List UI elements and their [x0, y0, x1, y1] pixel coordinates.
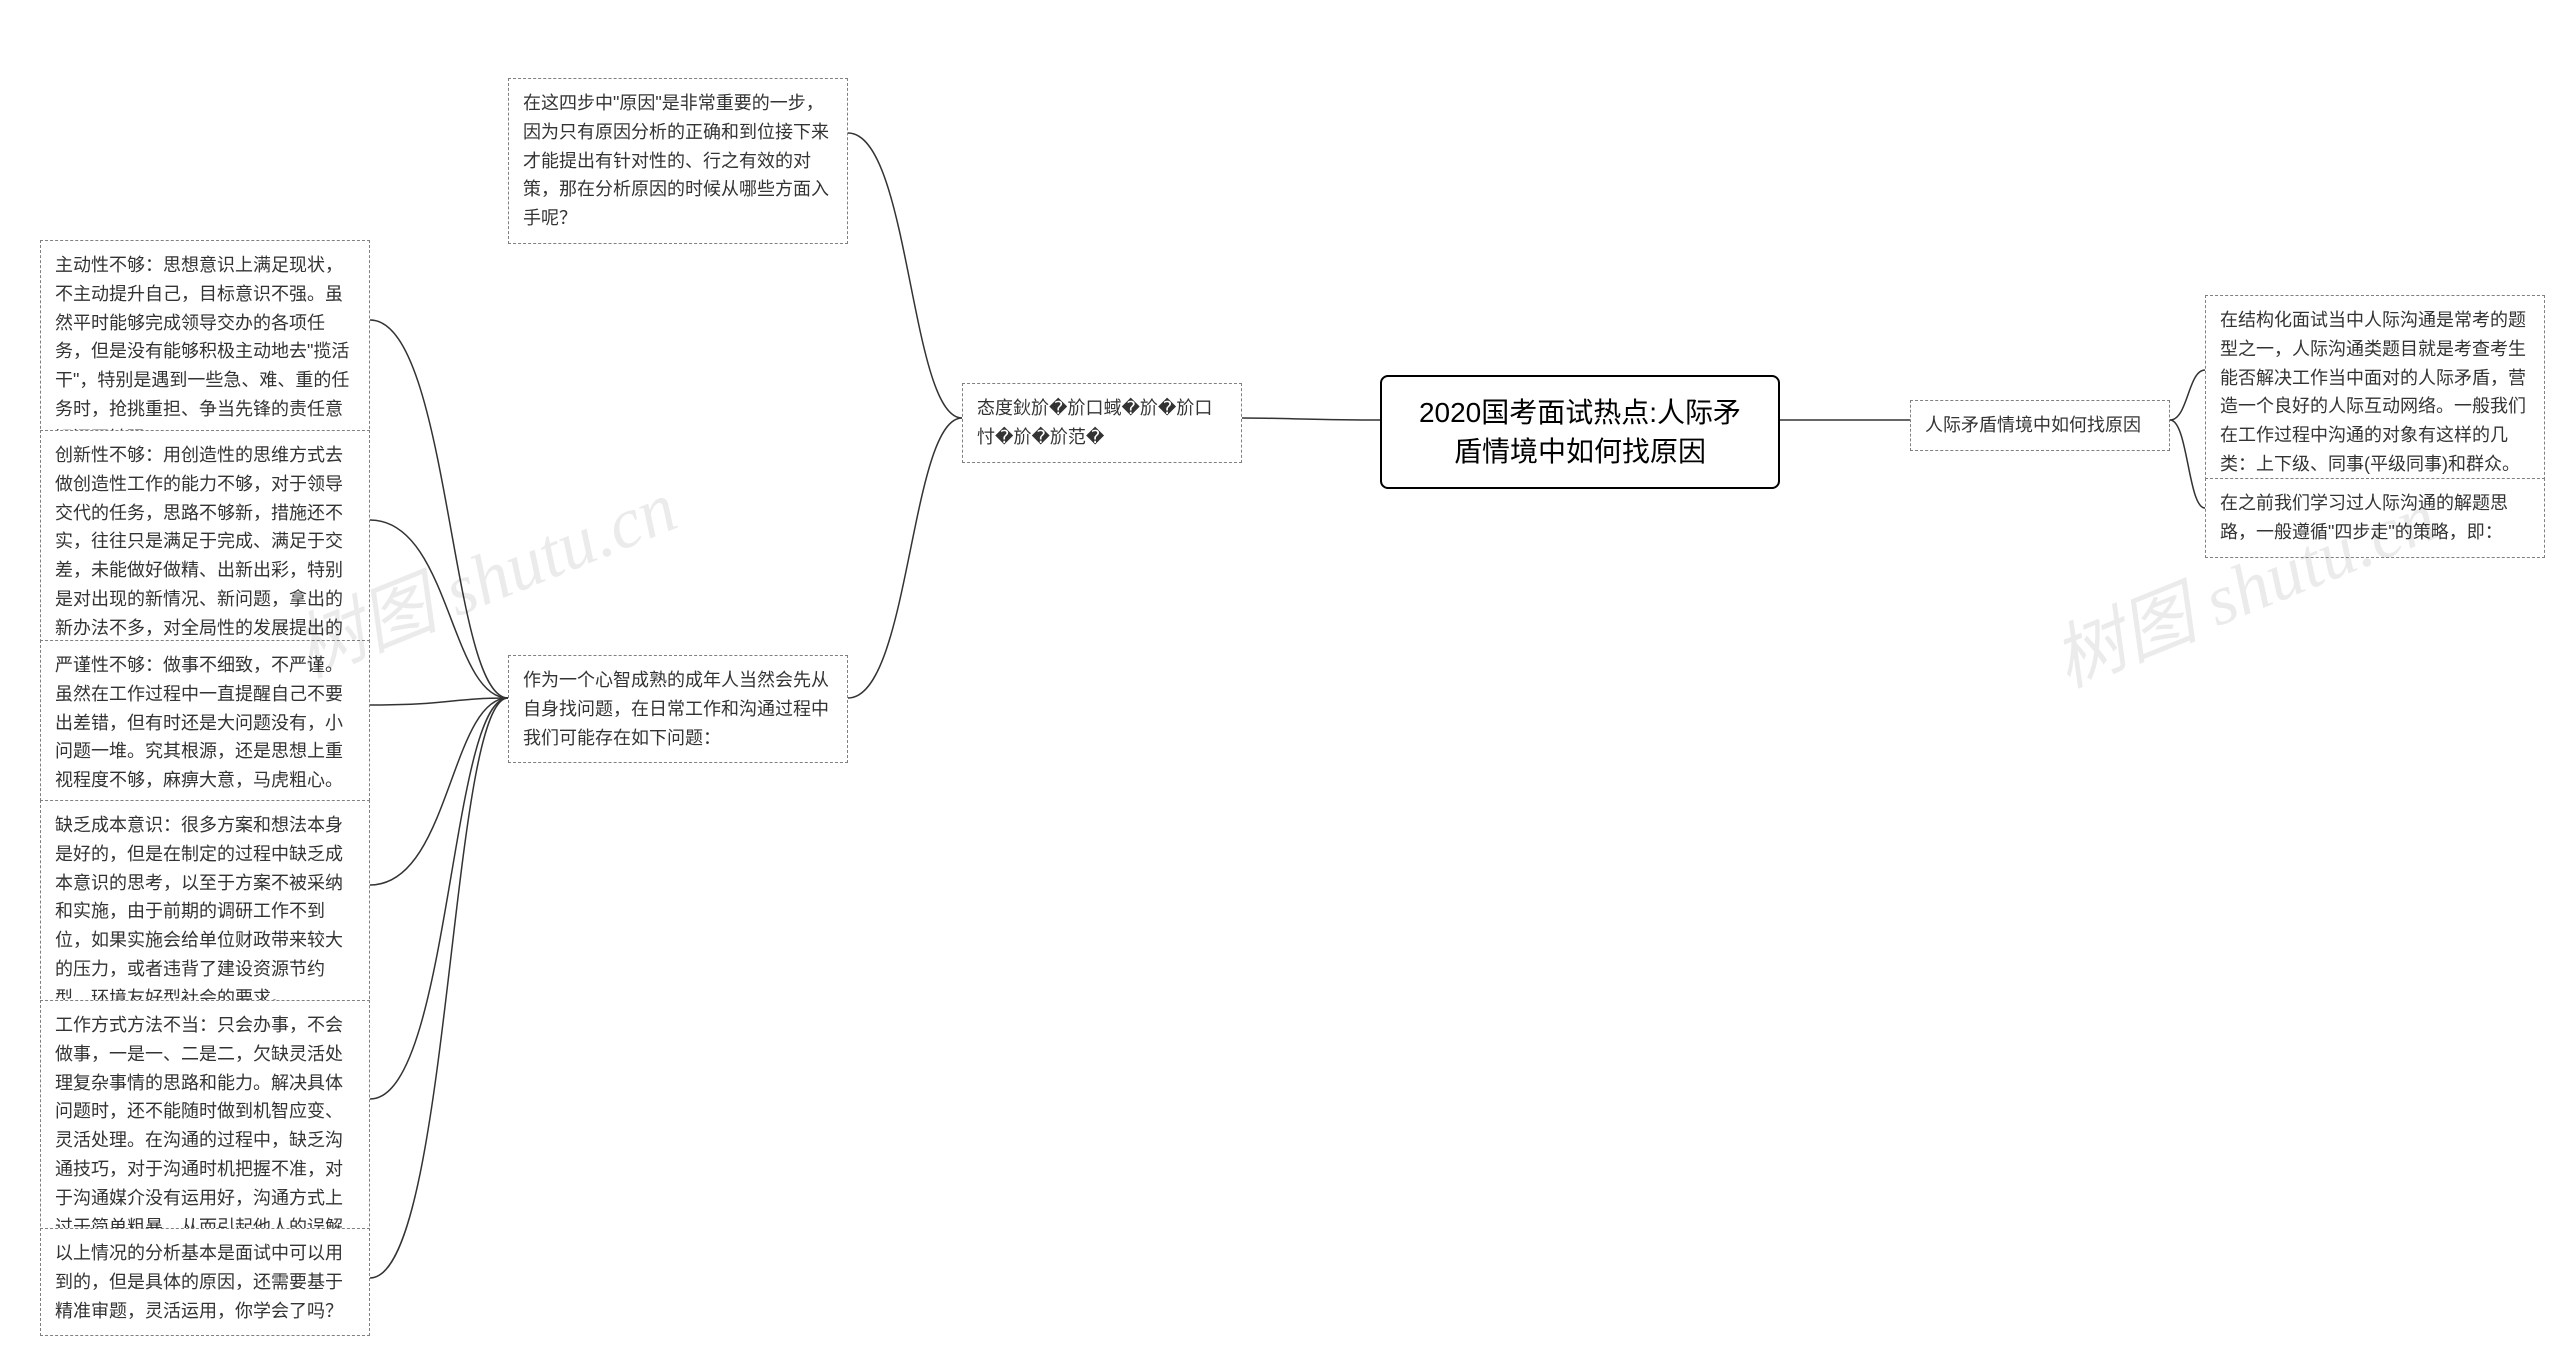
leaf-5-text: 以上情况的分析基本是面试中可以用到的，但是具体的原因，还需要基于精准审题，灵活运… — [55, 1243, 343, 1321]
left-branch-label: 态度鈥斺�斺口蜮�斺�斺口忖�斺�斺范� — [977, 398, 1212, 447]
left-branch-node: 态度鈥斺�斺口蜮�斺�斺口忖�斺�斺范� — [962, 383, 1242, 463]
leaf-1-text: 创新性不够：用创造性的思维方式去做创造性工作的能力不够，对于领导交代的任务，思路… — [55, 445, 343, 667]
leaf-3-text: 缺乏成本意识：很多方案和想法本身是好的，但是在制定的过程中缺乏成本意识的思考，以… — [55, 815, 343, 1008]
leaf-5: 以上情况的分析基本是面试中可以用到的，但是具体的原因，还需要基于精准审题，灵活运… — [40, 1228, 370, 1336]
right-leaf-0-text: 在结构化面试当中人际沟通是常考的题型之一，人际沟通类题目就是考查考生能否解决工作… — [2220, 310, 2526, 474]
left-child-0-text: 在这四步中"原因"是非常重要的一步，因为只有原因分析的正确和到位接下来才能提出有… — [523, 93, 829, 228]
leaf-2-text: 严谨性不够：做事不细致，不严谨。虽然在工作过程中一直提醒自己不要出差错，但有时还… — [55, 655, 343, 790]
left-child-1-text: 作为一个心智成熟的成年人当然会先从自身找问题，在日常工作和沟通过程中我们可能存在… — [523, 670, 829, 748]
leaf-0-text: 主动性不够：思想意识上满足现状，不主动提升自己，目标意识不强。虽然平时能够完成领… — [55, 255, 349, 448]
right-leaf-1: 在之前我们学习过人际沟通的解题思路，一般遵循"四步走"的策略，即： — [2205, 478, 2545, 558]
right-leaf-1-text: 在之前我们学习过人际沟通的解题思路，一般遵循"四步走"的策略，即： — [2220, 493, 2508, 542]
connectors-svg — [0, 0, 2560, 1361]
right-branch-label: 人际矛盾情境中如何找原因 — [1925, 415, 2141, 435]
mindmap-root: 2020国考面试热点:人际矛盾情境中如何找原因 — [1380, 375, 1780, 489]
right-leaf-0: 在结构化面试当中人际沟通是常考的题型之一，人际沟通类题目就是考查考生能否解决工作… — [2205, 295, 2545, 490]
leaf-2: 严谨性不够：做事不细致，不严谨。虽然在工作过程中一直提醒自己不要出差错，但有时还… — [40, 640, 370, 806]
left-child-0: 在这四步中"原因"是非常重要的一步，因为只有原因分析的正确和到位接下来才能提出有… — [508, 78, 848, 244]
right-branch-node: 人际矛盾情境中如何找原因 — [1910, 400, 2170, 451]
root-label: 2020国考面试热点:人际矛盾情境中如何找原因 — [1419, 397, 1741, 467]
leaf-3: 缺乏成本意识：很多方案和想法本身是好的，但是在制定的过程中缺乏成本意识的思考，以… — [40, 800, 370, 1024]
left-child-1: 作为一个心智成熟的成年人当然会先从自身找问题，在日常工作和沟通过程中我们可能存在… — [508, 655, 848, 763]
